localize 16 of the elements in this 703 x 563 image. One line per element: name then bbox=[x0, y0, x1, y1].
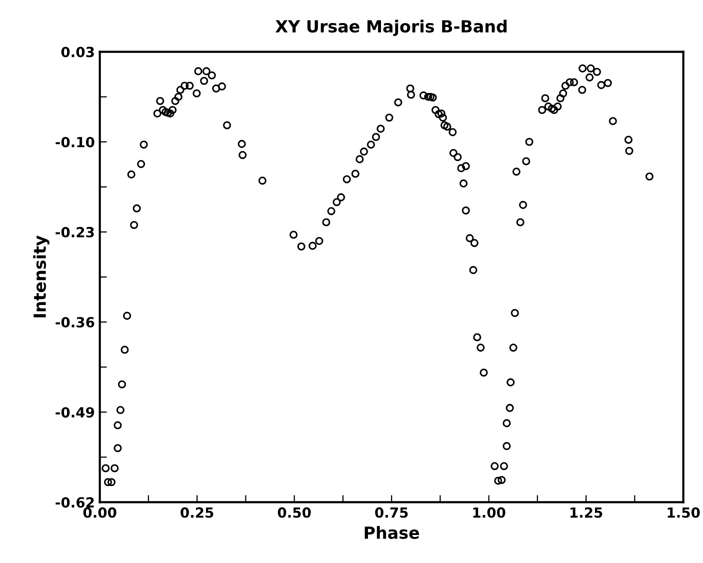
x-tick-label: 0.50 bbox=[278, 507, 311, 518]
x-axis-title: Phase bbox=[364, 526, 420, 539]
y-tick-label: -0.36 bbox=[56, 317, 94, 328]
x-tick-label: 0.00 bbox=[83, 507, 116, 518]
y-tick-label: -0.62 bbox=[56, 497, 94, 508]
x-tick-label: 0.75 bbox=[375, 507, 408, 518]
y-tick-label: -0.10 bbox=[56, 136, 94, 148]
x-tick-label: 1.00 bbox=[473, 507, 506, 518]
x-tick-label: 1.50 bbox=[668, 507, 700, 518]
x-tick-label: 0.25 bbox=[180, 507, 214, 518]
x-tick-label: 1.25 bbox=[570, 507, 602, 518]
y-tick-label: 0.03 bbox=[61, 46, 94, 58]
y-tick-label: -0.23 bbox=[56, 226, 94, 238]
y-tick-label: -0.49 bbox=[56, 407, 94, 418]
chart-title: XY Ursae Majoris B-Band bbox=[276, 20, 507, 36]
y-axis-title: Intensity bbox=[33, 235, 50, 318]
